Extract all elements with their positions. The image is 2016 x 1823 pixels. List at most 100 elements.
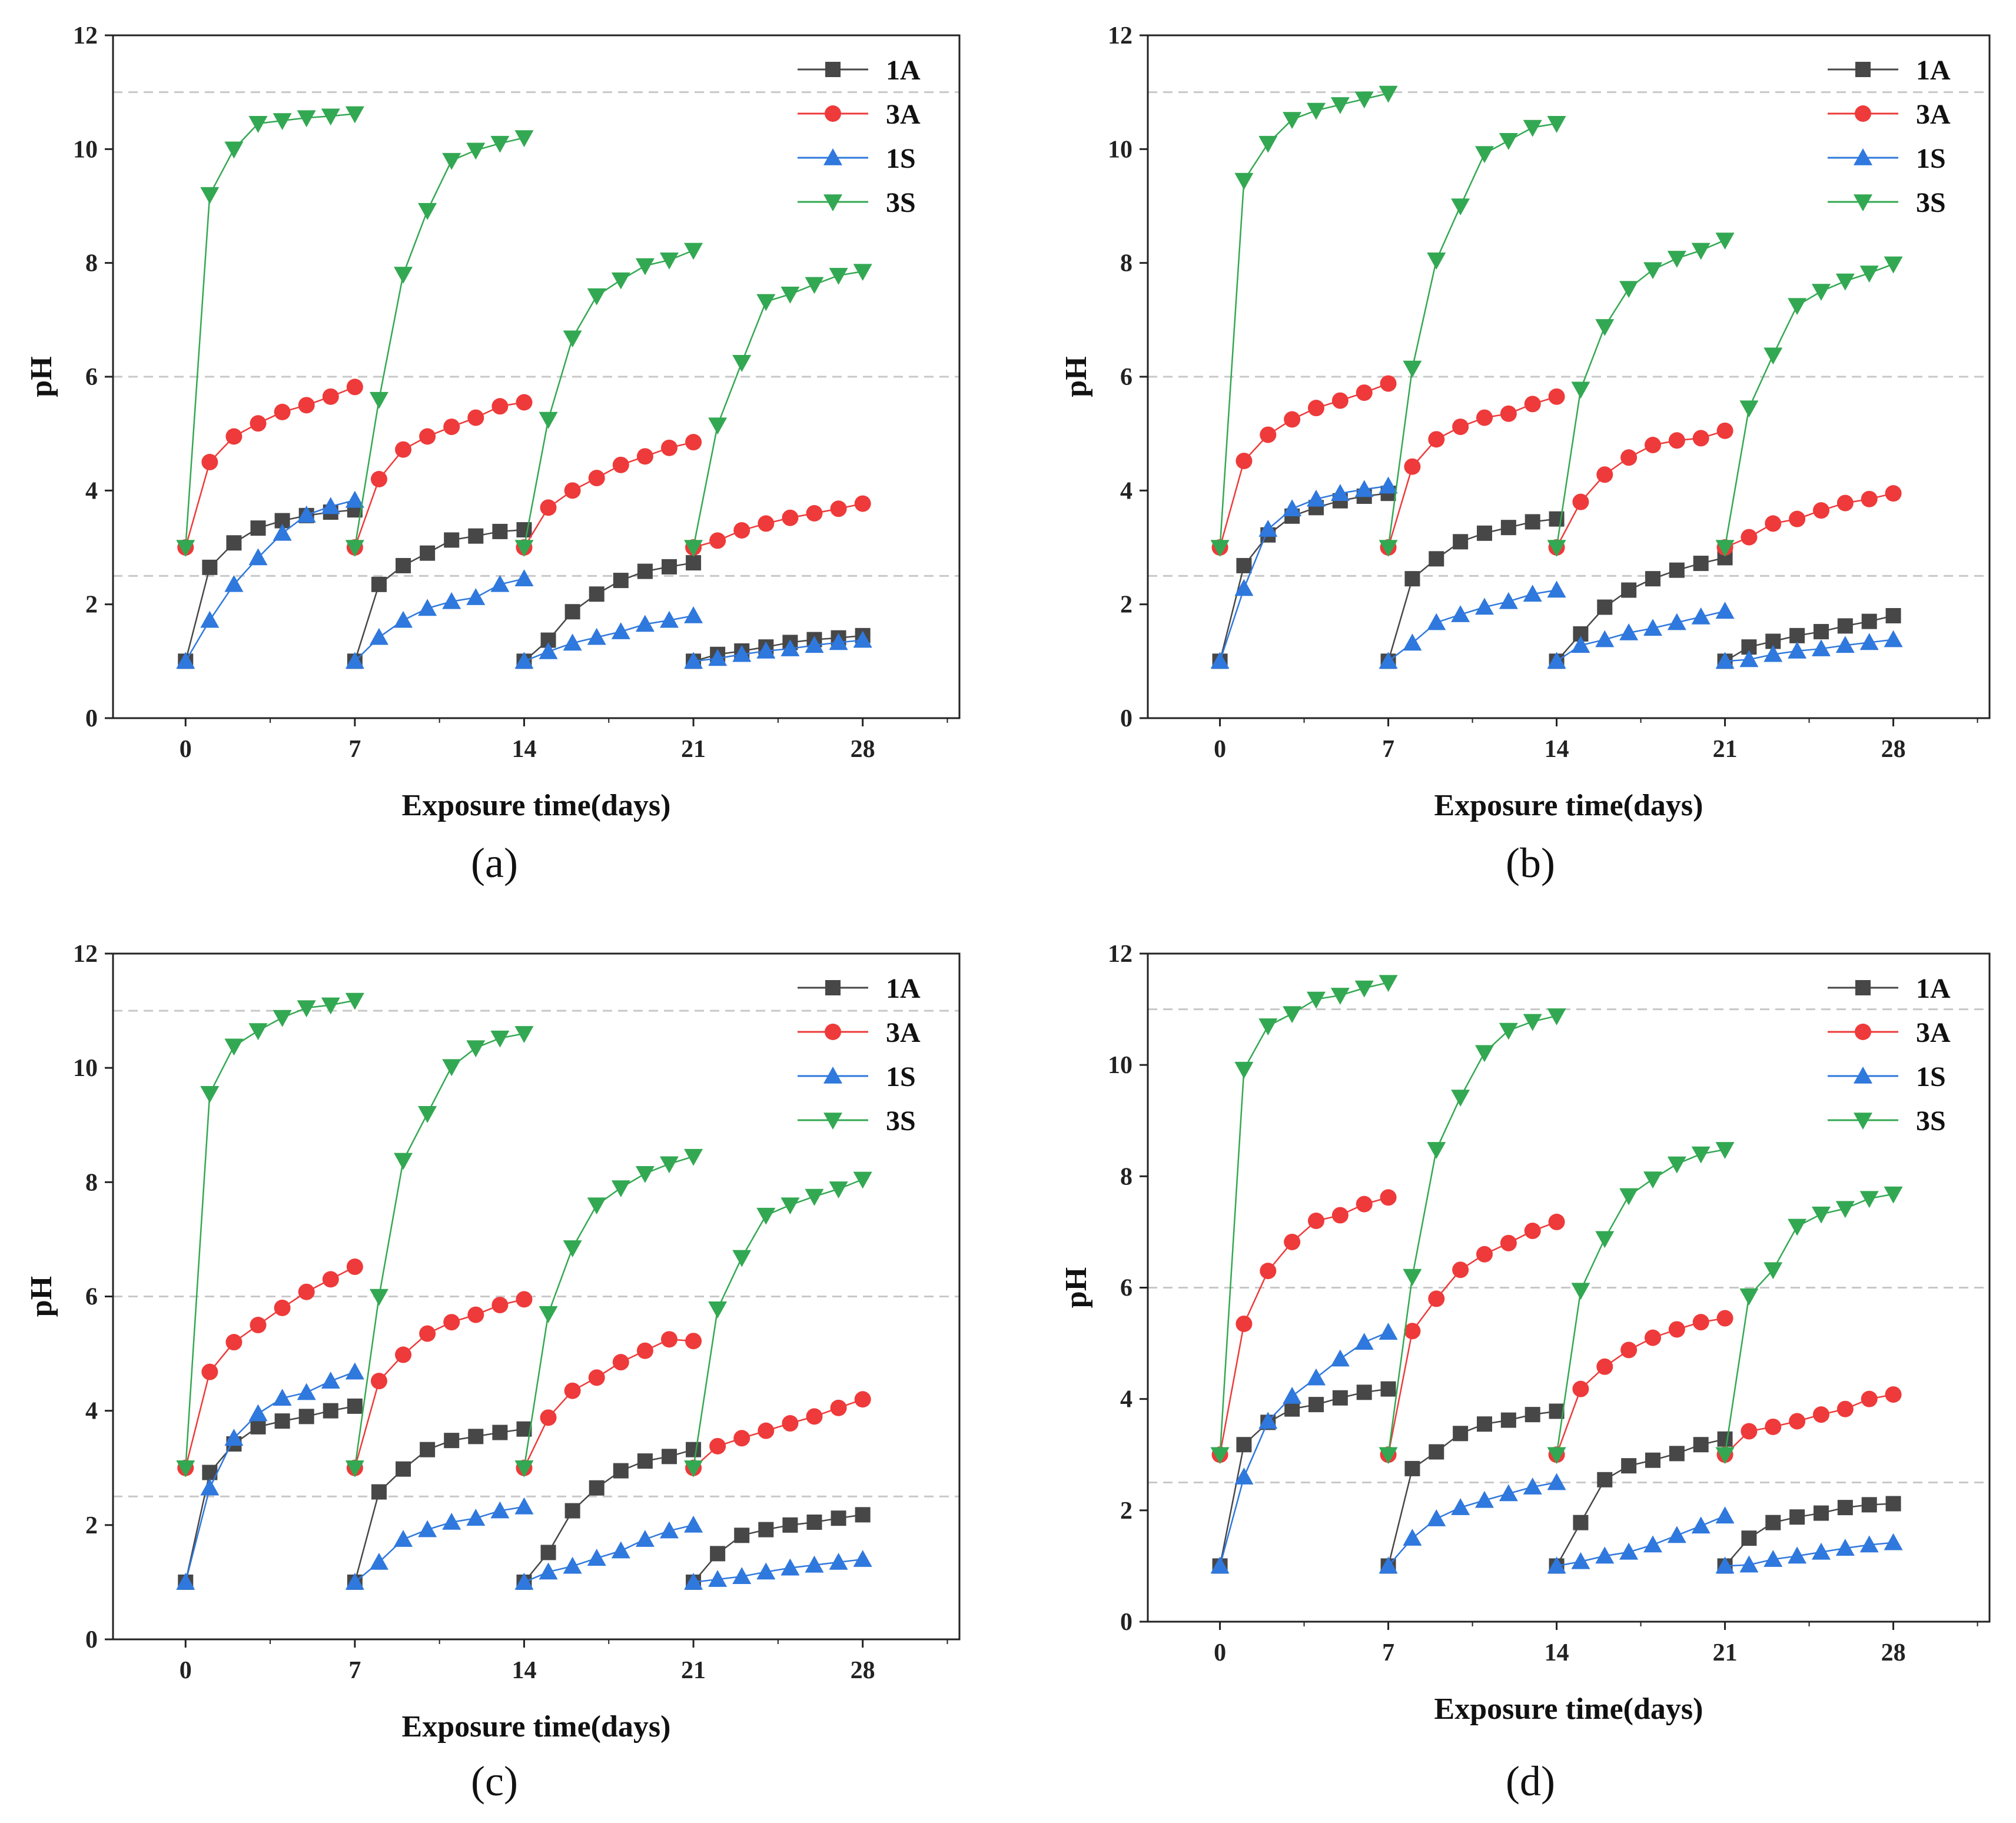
data-point-3A <box>322 388 339 405</box>
data-point-3A <box>443 1314 460 1331</box>
data-point-1A <box>1597 599 1613 615</box>
panel-caption: (b) <box>1506 839 1555 886</box>
data-point-3A <box>564 482 581 499</box>
data-point-3S <box>611 272 630 290</box>
data-point-3A <box>370 1373 387 1390</box>
legend-label-3S: 3S <box>886 187 916 218</box>
data-point-1S <box>321 1372 340 1389</box>
data-point-3A <box>854 495 871 512</box>
data-point-1A <box>589 1480 605 1496</box>
data-point-3A <box>250 415 267 432</box>
data-point-3S <box>635 1165 655 1183</box>
data-point-3S <box>1812 284 1831 301</box>
data-point-1A <box>1477 525 1492 541</box>
data-point-1S <box>1763 645 1783 662</box>
data-point-1S <box>369 627 388 645</box>
data-point-3A <box>758 515 775 532</box>
data-point-1S <box>1595 1546 1615 1564</box>
y-tick-label: 6 <box>1120 1275 1132 1302</box>
data-point-3S <box>1884 1186 1903 1204</box>
data-point-3S <box>1788 1218 1807 1236</box>
legend-label-1S: 1S <box>1916 1061 1946 1093</box>
data-point-3S <box>1619 1188 1639 1206</box>
data-point-1A <box>661 559 677 575</box>
data-point-3A <box>1452 419 1469 436</box>
data-point-1S <box>345 1362 364 1380</box>
data-point-3S <box>1859 1191 1879 1208</box>
data-point-3S <box>321 997 340 1015</box>
data-point-1S <box>273 523 292 541</box>
data-point-3A <box>588 470 605 487</box>
data-point-3S <box>273 1010 292 1027</box>
data-point-1S <box>200 1478 220 1496</box>
x-tick-label: 0 <box>180 736 192 763</box>
data-point-3A <box>806 1408 823 1425</box>
data-point-3S <box>1451 198 1470 215</box>
data-point-3A <box>201 454 218 470</box>
legend-marker-3A <box>1855 105 1871 122</box>
data-point-1A <box>1885 1496 1901 1512</box>
x-tick-label: 7 <box>348 736 361 763</box>
data-point-3S <box>1715 540 1735 557</box>
data-point-1A <box>1837 1500 1853 1516</box>
data-point-1S <box>345 1572 364 1590</box>
data-point-3A <box>443 419 460 436</box>
data-point-1A <box>1356 1384 1372 1400</box>
data-point-1S <box>514 569 534 586</box>
y-tick-label: 12 <box>73 22 98 49</box>
data-point-1A <box>1814 1505 1829 1521</box>
x-tick-label: 14 <box>1545 1639 1569 1666</box>
data-point-3A <box>1356 1196 1373 1213</box>
data-point-1S <box>345 652 364 669</box>
y-tick-label: 4 <box>85 1398 98 1425</box>
data-point-3A <box>1765 515 1782 532</box>
data-point-1A <box>1645 1452 1660 1468</box>
data-point-1A <box>637 563 653 579</box>
data-point-1S <box>805 636 824 653</box>
data-point-1S <box>708 1570 728 1587</box>
data-point-1A <box>831 1510 846 1526</box>
y-tick-label: 8 <box>85 1169 98 1196</box>
data-point-3S <box>297 110 316 128</box>
data-point-1S <box>1691 607 1711 625</box>
x-tick-label: 0 <box>1214 1639 1226 1666</box>
data-point-3S <box>1691 243 1711 260</box>
data-point-3S <box>466 142 486 160</box>
data-point-1S <box>708 649 728 666</box>
data-point-1S <box>514 1497 534 1515</box>
x-tick-label: 0 <box>180 1657 192 1684</box>
data-point-3S <box>563 330 582 348</box>
data-point-3A <box>612 456 629 473</box>
data-point-1S <box>1667 1526 1686 1543</box>
data-point-1S <box>635 615 655 632</box>
data-point-3S <box>756 294 776 311</box>
data-point-1A <box>420 545 436 561</box>
data-point-3S <box>829 1181 848 1198</box>
data-point-3A <box>733 522 750 539</box>
legend-marker-1A <box>1855 980 1871 995</box>
x-tick-label: 21 <box>681 1657 706 1684</box>
data-point-3A <box>274 403 291 420</box>
data-point-1A <box>1814 624 1829 640</box>
data-point-1A <box>1861 613 1877 629</box>
data-point-1S <box>1643 619 1662 636</box>
data-point-3A <box>1596 1358 1613 1375</box>
data-point-3S <box>1835 1201 1855 1218</box>
data-point-1S <box>1427 613 1446 630</box>
data-point-1S <box>611 1541 630 1559</box>
data-point-1A <box>806 1514 822 1530</box>
data-point-1S <box>1859 1535 1879 1553</box>
data-point-3A <box>540 499 557 516</box>
data-point-1A <box>1765 1515 1781 1530</box>
data-point-3S <box>853 1171 872 1189</box>
data-point-1S <box>1330 1349 1350 1367</box>
data-point-1A <box>1717 1431 1733 1447</box>
data-point-1S <box>1667 613 1686 630</box>
data-point-3S <box>490 135 510 153</box>
data-point-1A <box>226 535 242 551</box>
data-point-3A <box>1428 431 1445 448</box>
data-point-1S <box>1330 484 1350 501</box>
data-point-1S <box>1595 630 1615 647</box>
legend-marker-1A <box>1855 62 1871 77</box>
data-point-3S <box>224 1038 244 1056</box>
